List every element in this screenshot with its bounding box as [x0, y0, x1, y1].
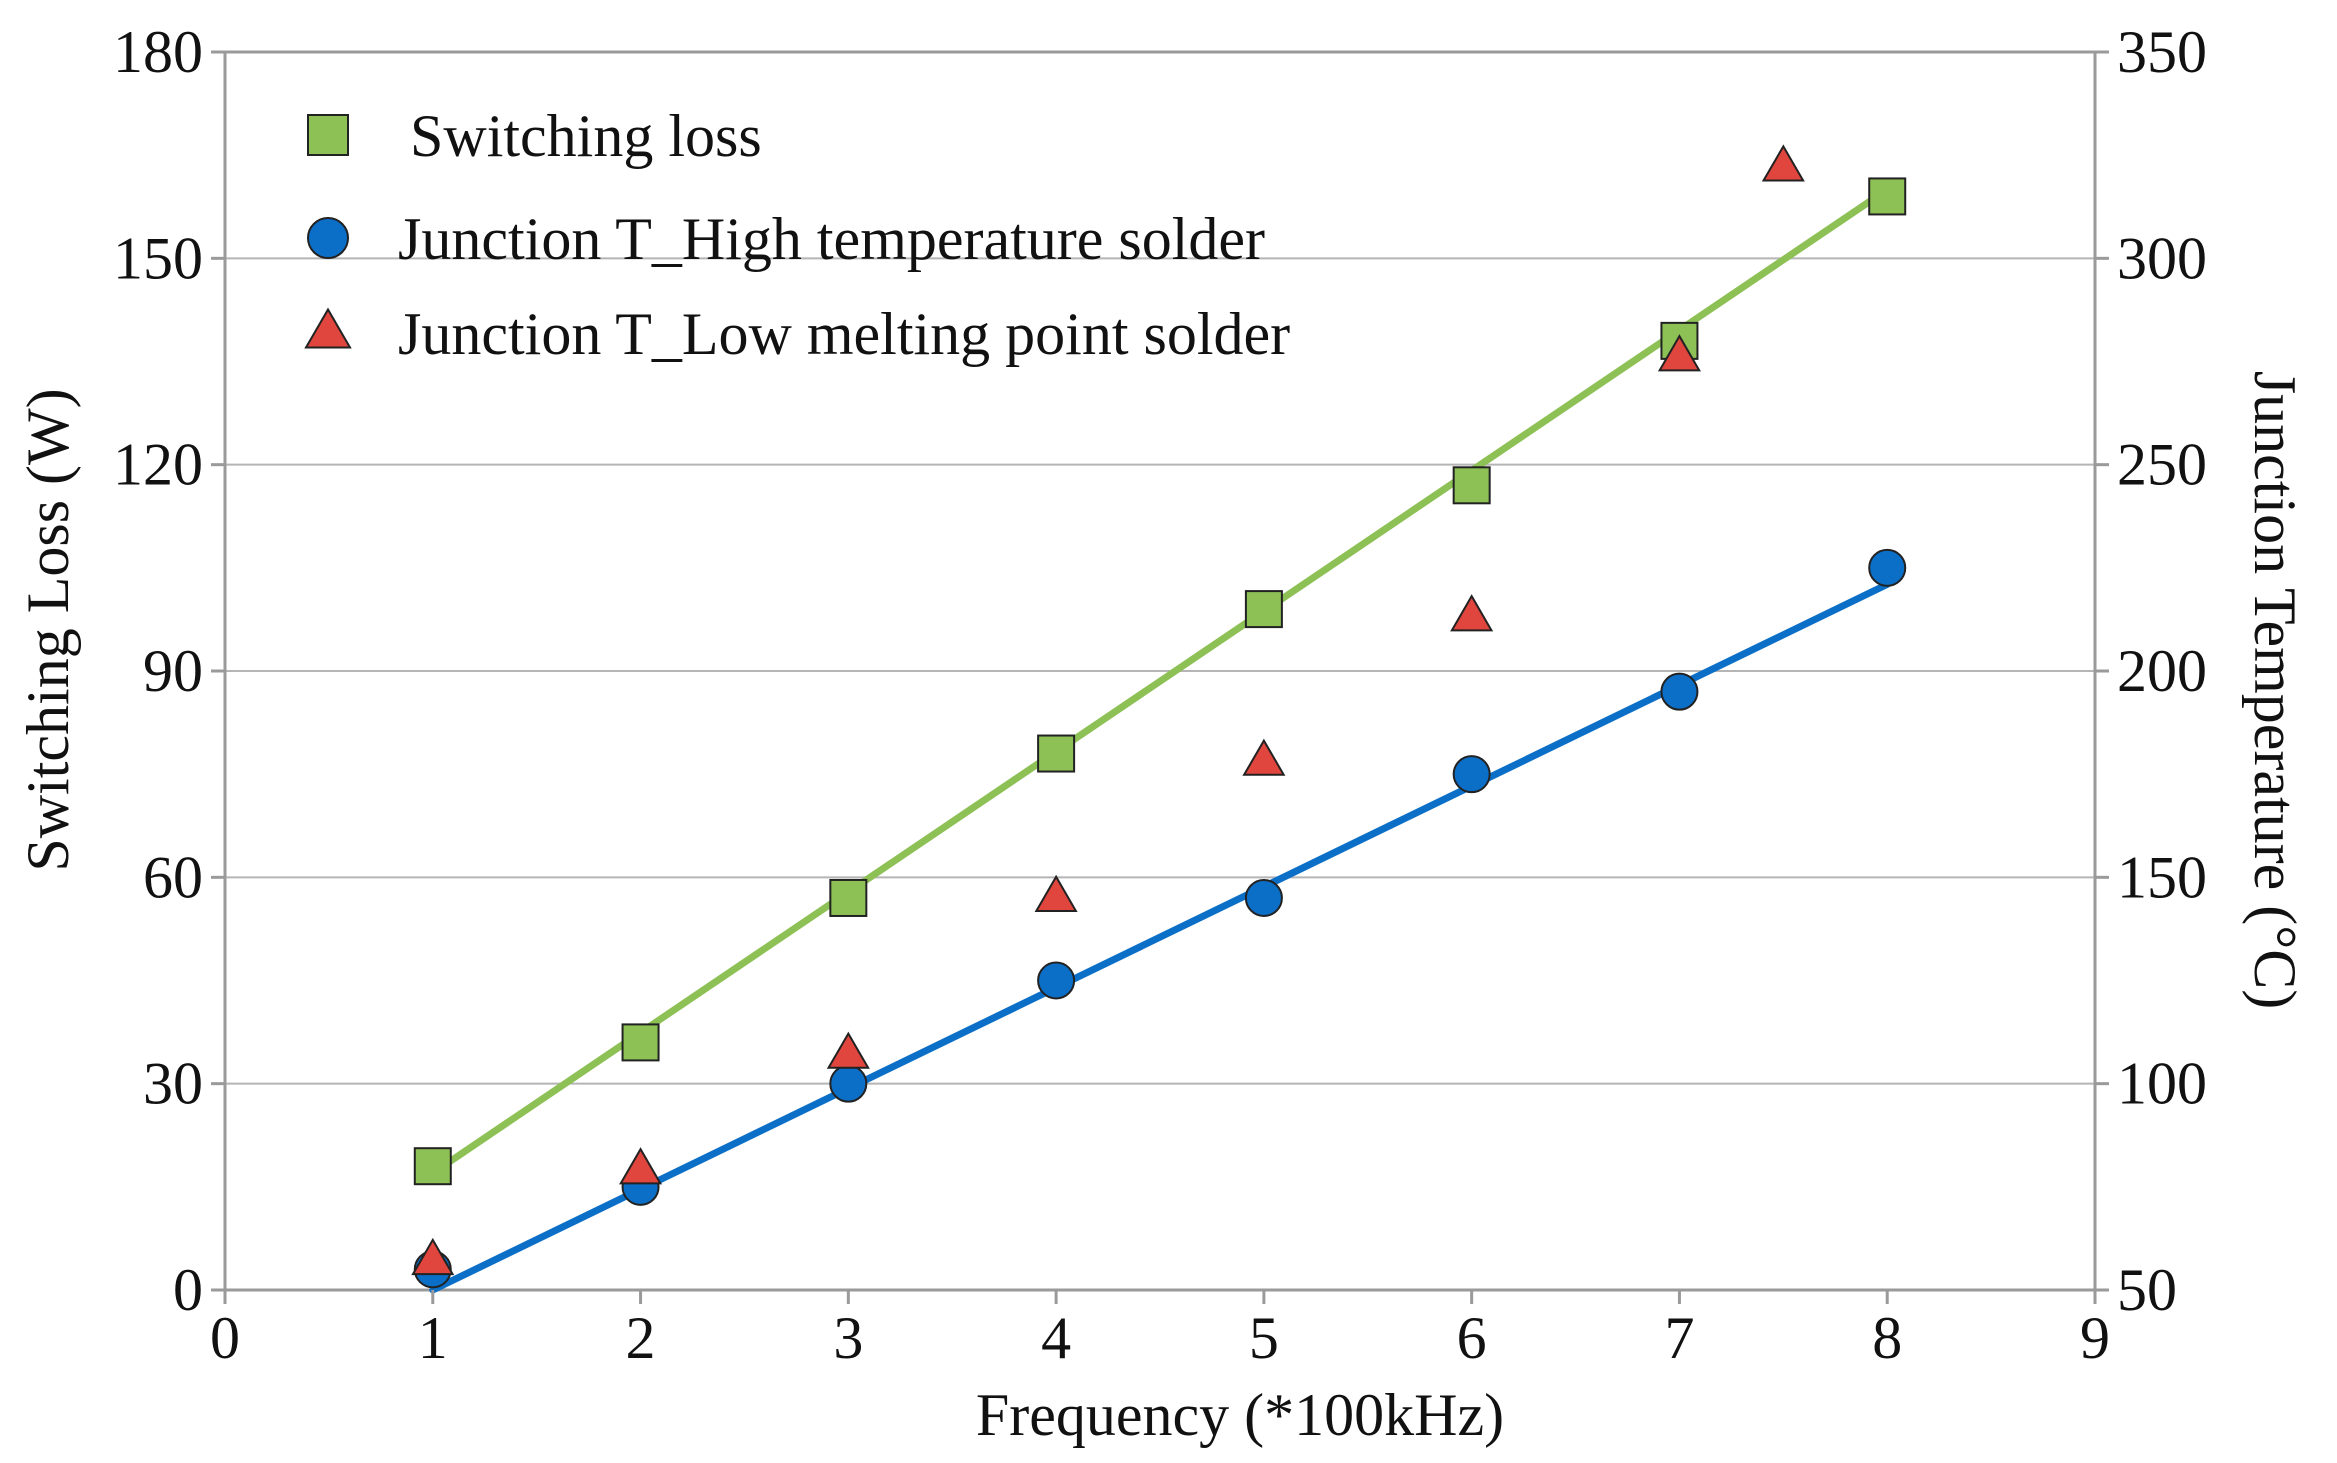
y2-tick-label-6: 350: [2117, 19, 2207, 85]
point-series-2-4: [1242, 738, 1286, 776]
legend-label-2: Junction T_Low melting point solder: [398, 301, 1290, 367]
point-series-2-2: [826, 1031, 870, 1069]
x-axis-title: Frequency (*100kHz): [976, 1382, 1504, 1448]
y2-axis-ticks: 50 100 150 200 250 300 350: [2095, 19, 2207, 1323]
point-series-2-0: [411, 1237, 455, 1276]
x-tick-label-5: 5: [1249, 1305, 1279, 1371]
y2-axis-title: Junction Temperature (°C): [2242, 371, 2308, 1010]
x-tick-label-7: 7: [1664, 1305, 1694, 1371]
point-series-2-3: [1034, 874, 1078, 912]
legend-marker-0: [307, 114, 349, 156]
x-tick-label-6: 6: [1457, 1305, 1487, 1371]
legend-marker-2: [304, 307, 352, 349]
point-series-0-5: [1452, 466, 1491, 505]
point-series-0-2: [829, 878, 868, 917]
point-series-0-3: [1037, 734, 1076, 773]
legend-label-0: Switching loss: [410, 103, 762, 169]
x-tick-label-0: 0: [210, 1305, 240, 1371]
x-axis-ticks: 0 1 2 3 4 5 6 7 8 9: [210, 1290, 2110, 1371]
y-tick-label-1: 30: [143, 1051, 203, 1117]
y-tick-label-3: 90: [143, 638, 203, 704]
point-series-1-2: [829, 1064, 868, 1103]
point-series-2-1: [619, 1147, 663, 1185]
y2-tick-label-0: 50: [2117, 1257, 2177, 1323]
x-tick-label-3: 3: [833, 1305, 863, 1371]
y2-tick-label-2: 150: [2117, 844, 2207, 910]
point-series-1-4: [1244, 878, 1283, 917]
trendline-series-1: [429, 580, 1891, 1294]
y2-tick-label-1: 100: [2117, 1051, 2207, 1117]
trendline-series-0: [429, 186, 1891, 1177]
point-series-2-7: [1761, 144, 1805, 182]
y-tick-label-2: 60: [143, 844, 203, 910]
trendlines: [429, 186, 1891, 1294]
y-tick-label-5: 150: [113, 225, 203, 291]
point-series-1-3: [1037, 961, 1076, 1000]
point-series-2-6: [1657, 334, 1701, 372]
y2-tick-label-4: 250: [2117, 432, 2207, 498]
y-tick-label-6: 180: [113, 19, 203, 85]
point-series-1-6: [1660, 672, 1699, 711]
x-tick-label-8: 8: [1872, 1305, 1902, 1371]
legend: Switching loss Junction T_High temperatur…: [304, 103, 1290, 367]
x-tick-label-4: 4: [1041, 1305, 1071, 1371]
y2-tick-label-5: 300: [2117, 225, 2207, 291]
grid-lines: [225, 257, 2095, 1085]
legend-label-1: Junction T_High temperature solder: [398, 206, 1265, 272]
x-tick-label-1: 1: [418, 1305, 448, 1371]
y-tick-label-0: 0: [173, 1257, 203, 1323]
point-series-1-5: [1452, 755, 1491, 794]
y2-tick-label-3: 200: [2117, 638, 2207, 704]
data-markers: [411, 144, 1907, 1289]
y-tick-label-4: 120: [113, 432, 203, 498]
y-axis-title: Switching Loss (W): [15, 388, 81, 871]
point-series-0-0: [413, 1147, 452, 1186]
y-axis-ticks: 0 30 60 90 120 150 180: [113, 19, 225, 1323]
point-series-0-7: [1868, 177, 1907, 216]
point-series-0-1: [621, 1023, 660, 1062]
x-tick-label-9: 9: [2080, 1305, 2110, 1371]
point-series-1-7: [1868, 548, 1907, 587]
legend-marker-1: [307, 217, 349, 259]
point-series-0-4: [1244, 590, 1283, 629]
x-tick-label-2: 2: [626, 1305, 656, 1371]
point-series-2-5: [1450, 594, 1494, 632]
